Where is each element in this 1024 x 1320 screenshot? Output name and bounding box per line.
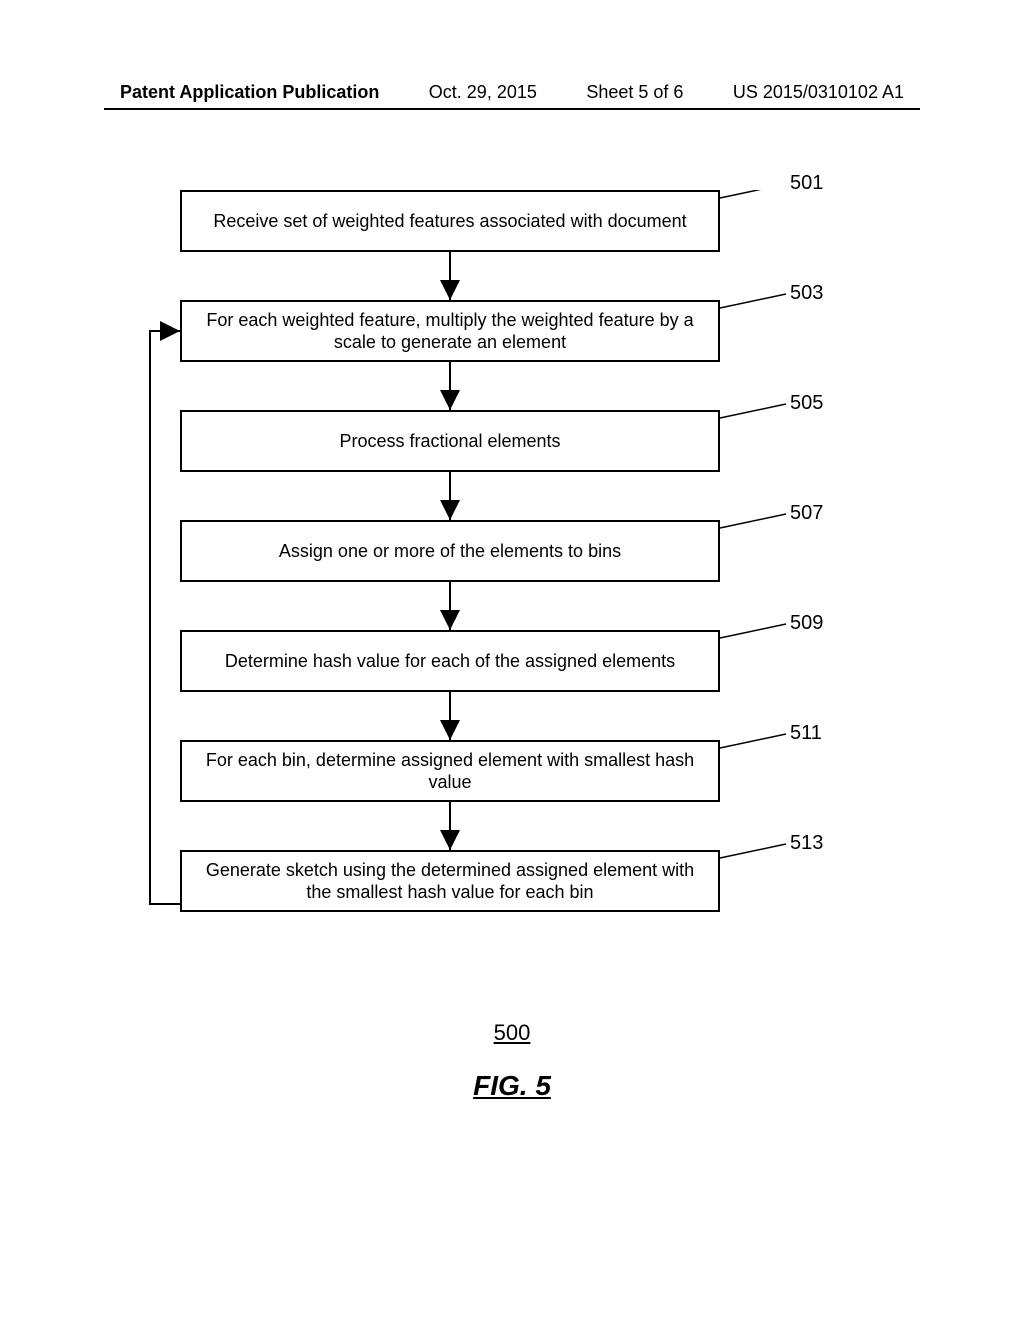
flowchart-diagram: Receive set of weighted features associa… (120, 190, 900, 1010)
header-publication: Patent Application Publication (120, 82, 379, 103)
flowchart-step-511: For each bin, determine assigned element… (180, 740, 720, 802)
figure-number: 500 (0, 1020, 1024, 1046)
header-rule (104, 108, 920, 110)
ref-label-507: 507 (790, 502, 823, 525)
header-docid: US 2015/0310102 A1 (733, 82, 904, 103)
flowchart-step-513: Generate sketch using the determined ass… (180, 850, 720, 912)
ref-label-505: 505 (790, 392, 823, 415)
ref-label-511: 511 (790, 722, 822, 745)
page-header: Patent Application Publication Oct. 29, … (0, 82, 1024, 103)
ref-label-509: 509 (790, 612, 823, 635)
ref-label-501: 501 (790, 172, 823, 195)
flowchart-step-501: Receive set of weighted features associa… (180, 190, 720, 252)
flowchart-step-507: Assign one or more of the elements to bi… (180, 520, 720, 582)
flowchart-step-505: Process fractional elements (180, 410, 720, 472)
ref-label-503: 503 (790, 282, 823, 305)
ref-label-513: 513 (790, 832, 823, 855)
figure-caption: FIG. 5 (0, 1070, 1024, 1102)
header-date: Oct. 29, 2015 (429, 82, 537, 103)
header-sheet: Sheet 5 of 6 (586, 82, 683, 103)
flowchart-step-509: Determine hash value for each of the ass… (180, 630, 720, 692)
flowchart-step-503: For each weighted feature, multiply the … (180, 300, 720, 362)
